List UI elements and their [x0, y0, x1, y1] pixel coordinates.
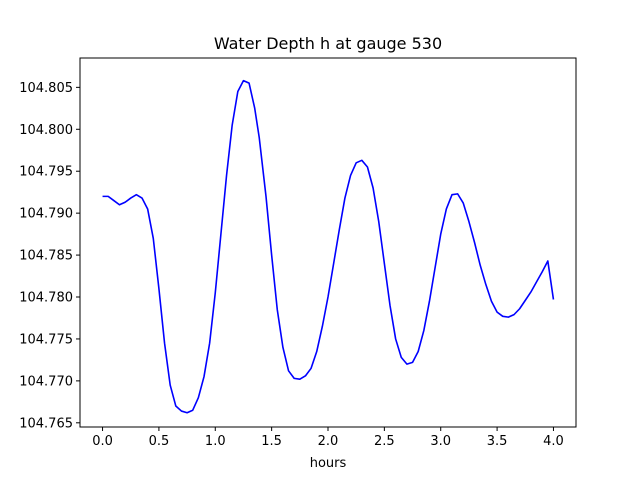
x-axis-label: hours: [310, 456, 347, 471]
x-tick-label: 3.5: [487, 434, 508, 449]
y-tick-label: 104.770: [19, 374, 73, 389]
chart-title: Water Depth h at gauge 530: [214, 34, 442, 53]
y-tick-label: 104.805: [19, 81, 73, 96]
x-tick-label: 0.5: [149, 434, 170, 449]
x-tick-label: 2.0: [318, 434, 339, 449]
y-tick-label: 104.780: [19, 291, 73, 306]
series-line-1: [102, 79, 555, 414]
x-tick-label: 1.5: [261, 434, 282, 449]
x-tick-label: 2.5: [374, 434, 395, 449]
y-tick-label: 104.800: [19, 123, 73, 138]
x-tick-label: 1.0: [205, 434, 226, 449]
y-tick-label: 104.765: [19, 416, 73, 431]
y-tick-label: 104.785: [19, 249, 73, 264]
plot-area: 0.0 0.5 1.0 1.5 2.0 2.5 3.0 3.5 4.0 104.765 104.77…: [19, 57, 577, 449]
y-tick-label: 104.795: [19, 165, 73, 180]
x-tick-label: 3.0: [430, 434, 451, 449]
x-tick-label: 4.0: [543, 434, 564, 449]
y-tick-label: 104.775: [19, 332, 73, 347]
x-tick-label: 0.0: [92, 434, 113, 449]
y-tick-label: 104.790: [19, 207, 73, 222]
